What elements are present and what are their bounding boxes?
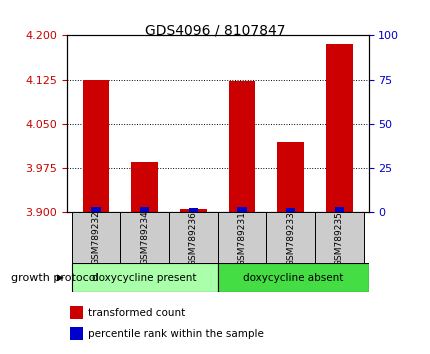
Bar (83, 80, 109, 212)
Bar (91, 207, 101, 212)
FancyBboxPatch shape (217, 263, 368, 292)
Bar (285, 208, 295, 212)
FancyBboxPatch shape (314, 212, 363, 264)
FancyBboxPatch shape (71, 212, 120, 264)
Text: percentile rank within the sample: percentile rank within the sample (88, 329, 263, 338)
Bar (188, 208, 197, 212)
FancyBboxPatch shape (71, 263, 217, 292)
Polygon shape (57, 274, 64, 281)
Text: growth protocol: growth protocol (11, 273, 98, 283)
Bar (140, 207, 149, 212)
Bar (325, 44, 352, 212)
Text: GSM789235: GSM789235 (334, 211, 343, 266)
Bar (237, 207, 246, 212)
Bar (70, 327, 83, 340)
Text: doxycycline absent: doxycycline absent (243, 273, 342, 282)
FancyBboxPatch shape (217, 212, 266, 264)
FancyBboxPatch shape (120, 212, 169, 264)
FancyBboxPatch shape (266, 212, 314, 264)
Text: doxycycline present: doxycycline present (92, 273, 197, 282)
Text: GSM789231: GSM789231 (237, 211, 246, 266)
Text: GSM789236: GSM789236 (188, 211, 197, 266)
Bar (131, 162, 158, 212)
FancyBboxPatch shape (169, 212, 217, 264)
Bar (180, 210, 206, 212)
Text: transformed count: transformed count (88, 308, 185, 318)
Text: GSM789232: GSM789232 (91, 211, 100, 266)
Bar (228, 81, 255, 212)
Text: GSM789233: GSM789233 (286, 211, 295, 266)
Bar (334, 207, 343, 212)
Bar (70, 307, 83, 319)
Bar (276, 142, 303, 212)
Text: GSM789234: GSM789234 (140, 211, 149, 266)
Text: GDS4096 / 8107847: GDS4096 / 8107847 (145, 23, 285, 37)
